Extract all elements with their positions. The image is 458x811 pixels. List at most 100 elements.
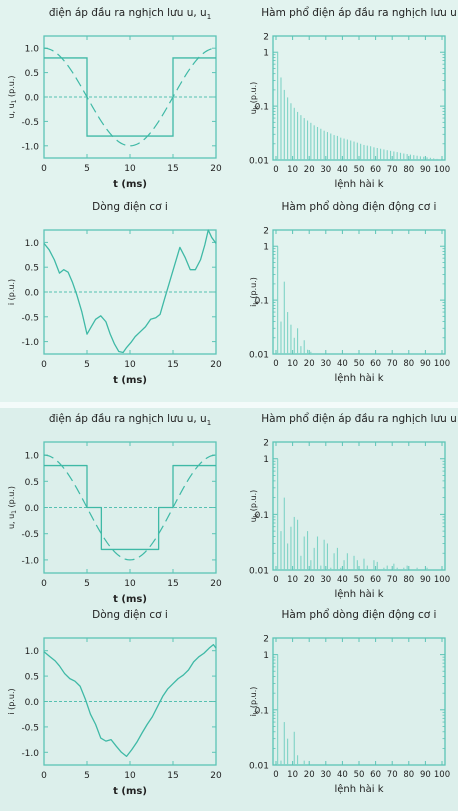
plot-frame: [272, 637, 446, 766]
y-tick-label: 0.5: [25, 264, 39, 274]
y-tick-label: -1.0: [21, 142, 39, 152]
chart-6: Hàm phổ điện áp đầu ra nghịch lưu u 2 1 0.1…: [249, 412, 457, 600]
x-tick-label: 10: [124, 164, 136, 174]
y-tick-label: 1: [263, 455, 269, 465]
x-axis-label: t (ms): [113, 375, 147, 386]
x-tick-label: 10: [124, 579, 136, 589]
x-tick-label: 0: [273, 575, 278, 585]
chart-title: Hàm phổ dòng điện động cơ i: [282, 200, 437, 213]
x-tick-label: 30: [320, 575, 331, 585]
y-axis-label: u, u1 (p.u.): [7, 75, 18, 118]
x-axis-label: t (ms): [113, 179, 147, 190]
y-axis-label: ik (p.u.): [249, 277, 260, 307]
x-tick-label: 15: [167, 360, 178, 370]
y-tick-label: 2: [263, 227, 269, 237]
y-axis-label: i (p.u.): [7, 688, 16, 714]
y-tick-label: 0.1: [255, 297, 269, 307]
y-tick-label: 0.0: [25, 94, 40, 104]
y-tick-label: 0.5: [25, 673, 39, 683]
y-tick-label: 1.0: [25, 452, 40, 462]
y-tick-label: 2: [263, 439, 269, 449]
x-axis-label: lệnh hài k: [335, 588, 384, 600]
y-axis-label: u, u1 (p.u.): [7, 486, 18, 529]
y-tick-label: 0.5: [25, 478, 39, 488]
x-tick-label: 10: [287, 770, 298, 780]
x-tick-label: 20: [304, 575, 315, 585]
x-tick-label: 5: [84, 771, 90, 781]
x-tick-label: 0: [41, 771, 47, 781]
plot-frame: [272, 229, 446, 355]
x-tick-label: 0: [273, 359, 278, 369]
x-axis-label: t (ms): [113, 786, 147, 797]
x-tick-label: 90: [420, 770, 431, 780]
x-tick-label: 70: [387, 575, 398, 585]
x-tick-label: 40: [337, 770, 348, 780]
y-tick-label: 0.1: [255, 511, 269, 521]
x-tick-label: 10: [124, 360, 136, 370]
x-tick-label: 60: [370, 359, 381, 369]
y-tick-label: 1.0: [25, 647, 40, 657]
plot-frame: [272, 35, 446, 161]
chart-title: điện áp đầu ra nghịch lưu u, u1: [49, 413, 211, 427]
chart-title: điện áp đầu ra nghịch lưu u, u1: [49, 7, 211, 21]
y-tick-label: 1: [263, 243, 269, 253]
x-tick-label: 20: [304, 359, 315, 369]
x-tick-label: 50: [354, 359, 365, 369]
x-tick-label: 10: [124, 771, 136, 781]
y-tick-label: 0.01: [249, 157, 269, 167]
x-tick-label: 40: [337, 165, 348, 175]
chart-title: Hàm phổ dòng điện động cơ i: [282, 608, 437, 621]
x-tick-label: 50: [354, 770, 365, 780]
chart-1: điện áp đầu ra nghịch lưu u, u1 1.0 0.5 0.0…: [7, 7, 222, 190]
chart-4: Hàm phổ dòng điện động cơ i 2 1 0.1 0.01 0 10 2…: [249, 200, 450, 384]
current-curve: [43, 643, 217, 758]
x-tick-label: 10: [287, 575, 298, 585]
y-axis-label: i (p.u.): [7, 279, 16, 305]
chart-title: Dòng điện cơ i: [92, 201, 168, 213]
x-tick-label: 40: [337, 575, 348, 585]
x-tick-label: 50: [354, 575, 365, 585]
x-tick-label: 90: [420, 165, 431, 175]
x-tick-label: 0: [41, 579, 47, 589]
chart-title: Hàm phổ điện áp đầu ra nghịch lưu u: [261, 412, 457, 425]
y-tick-label: 1.0: [25, 239, 40, 249]
x-tick-label: 80: [403, 165, 414, 175]
x-tick-label: 70: [387, 359, 398, 369]
x-tick-label: 100: [434, 575, 450, 585]
y-tick-label: 2: [263, 33, 269, 43]
x-tick-label: 10: [287, 165, 298, 175]
panel-separator: [0, 402, 458, 408]
x-tick-label: 20: [210, 579, 222, 589]
chart-3: Dòng điện cơ i 1.0 0.5 0.0 -0.5 -1.0 0 5 10 15 20 t…: [7, 201, 222, 386]
x-tick-label: 15: [167, 579, 178, 589]
x-tick-label: 80: [403, 575, 414, 585]
voltage-step-line: [44, 464, 216, 551]
x-tick-label: 30: [320, 165, 331, 175]
x-tick-label: 20: [304, 770, 315, 780]
x-tick-label: 5: [84, 164, 90, 174]
x-tick-label: 60: [370, 575, 381, 585]
x-tick-label: 0: [41, 164, 47, 174]
x-tick-label: 0: [41, 360, 47, 370]
y-axis-label: ik (p.u.): [249, 687, 260, 717]
y-tick-label: -0.5: [21, 723, 39, 733]
x-tick-label: 30: [320, 770, 331, 780]
x-tick-label: 20: [210, 360, 222, 370]
x-axis-label: lệnh hài k: [335, 372, 384, 384]
x-tick-label: 90: [420, 575, 431, 585]
x-axis-label: lệnh hài k: [335, 783, 384, 795]
x-tick-label: 100: [434, 770, 450, 780]
y-tick-label: 0.01: [249, 762, 269, 772]
x-axis-label: lệnh hài k: [335, 178, 384, 190]
y-tick-label: -1.0: [21, 556, 39, 566]
y-tick-label: 0.0: [25, 504, 40, 514]
chart-8: Hàm phổ dòng điện động cơ i 2 1 0.1 0.01 0 10 2…: [249, 608, 450, 795]
x-tick-label: 10: [287, 359, 298, 369]
y-tick-label: 0.1: [255, 706, 269, 716]
x-tick-label: 0: [273, 770, 278, 780]
x-tick-label: 30: [320, 359, 331, 369]
chart-5: điện áp đầu ra nghịch lưu u, u1 1.0 0.5 0.0…: [7, 413, 222, 605]
y-tick-label: -1.0: [21, 749, 39, 759]
x-tick-label: 40: [337, 359, 348, 369]
x-tick-label: 100: [434, 165, 450, 175]
